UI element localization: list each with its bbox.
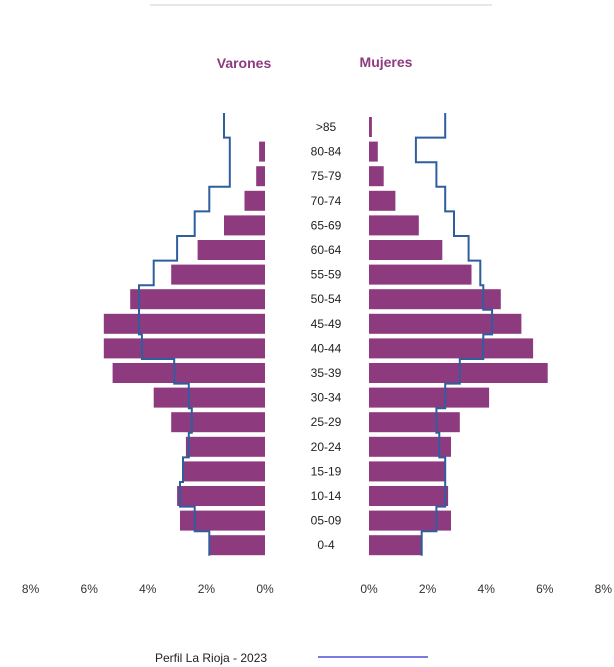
bars-group bbox=[103, 117, 548, 556]
male-bar bbox=[171, 412, 265, 433]
age-group-label: 15-19 bbox=[311, 464, 342, 478]
x-tick-left: 2% bbox=[198, 582, 216, 596]
female-profile-line bbox=[414, 113, 494, 556]
age-group-label: 30-34 bbox=[311, 391, 342, 405]
x-tick-left: 6% bbox=[81, 582, 99, 596]
age-group-label: 0-4 bbox=[317, 538, 335, 552]
male-bar bbox=[103, 313, 265, 334]
male-bar bbox=[185, 436, 265, 457]
male-bar bbox=[197, 240, 265, 260]
axis-ticks-group: 8% 6% 4% 2% 0% 0% 2% 4% 6% 8% bbox=[22, 582, 612, 596]
age-group-label: 55-59 bbox=[311, 268, 342, 282]
age-group-label: 45-49 bbox=[311, 317, 342, 331]
age-group-label: 10-14 bbox=[311, 489, 342, 503]
age-group-label: 25-29 bbox=[311, 415, 342, 429]
female-bar bbox=[369, 190, 396, 211]
age-group-label: 20-24 bbox=[311, 440, 342, 454]
male-profile-line bbox=[138, 113, 231, 556]
female-bar bbox=[369, 313, 522, 334]
male-bar bbox=[130, 289, 265, 310]
age-labels-group: >85 80-84 75-79 70-74 65-69 60-64 55-59 50-54 45… bbox=[311, 120, 342, 552]
male-bar bbox=[183, 461, 265, 482]
male-bar bbox=[103, 338, 265, 359]
female-bar bbox=[369, 141, 378, 162]
x-tick-right: 6% bbox=[536, 582, 554, 596]
age-group-label: 65-69 bbox=[311, 218, 342, 232]
female-bar bbox=[369, 387, 490, 408]
age-group-label: >85 bbox=[316, 120, 337, 134]
female-bar bbox=[369, 215, 419, 236]
male-bar bbox=[153, 387, 265, 408]
male-bar bbox=[171, 264, 265, 285]
x-tick-right: 4% bbox=[478, 582, 496, 596]
male-bar bbox=[256, 166, 265, 187]
female-bar bbox=[369, 486, 449, 506]
female-bar bbox=[369, 436, 451, 457]
profile-lines-group bbox=[138, 113, 494, 556]
age-group-label: 80-84 bbox=[311, 145, 342, 159]
age-group-label: 40-44 bbox=[311, 341, 342, 355]
male-bar bbox=[259, 141, 265, 162]
female-bar bbox=[369, 289, 501, 310]
female-bar bbox=[369, 461, 446, 482]
age-group-label: 75-79 bbox=[311, 169, 342, 183]
male-bar bbox=[177, 486, 265, 506]
female-bar bbox=[369, 535, 422, 556]
x-tick-right: 0% bbox=[360, 582, 378, 596]
x-tick-right: 8% bbox=[595, 582, 613, 596]
female-bar bbox=[369, 166, 384, 187]
male-bar bbox=[112, 363, 265, 383]
x-tick-right: 2% bbox=[419, 582, 437, 596]
female-bar bbox=[369, 412, 460, 433]
female-bar bbox=[369, 510, 451, 531]
x-tick-left: 0% bbox=[256, 582, 274, 596]
right-title: Mujeres bbox=[360, 54, 413, 70]
female-bar bbox=[369, 117, 372, 137]
age-group-label: 50-54 bbox=[311, 292, 342, 306]
legend-label: Perfil La Rioja - 2023 bbox=[155, 651, 267, 665]
female-bar bbox=[369, 240, 443, 260]
age-group-label: 05-09 bbox=[311, 514, 342, 528]
female-bar bbox=[369, 264, 472, 285]
female-bar bbox=[369, 338, 534, 359]
age-group-label: 70-74 bbox=[311, 194, 342, 208]
left-title: Varones bbox=[217, 55, 272, 71]
male-bar bbox=[224, 215, 265, 236]
age-group-label: 60-64 bbox=[311, 243, 342, 257]
female-bar bbox=[369, 363, 548, 383]
male-bar bbox=[244, 190, 265, 211]
age-group-label: 35-39 bbox=[311, 366, 342, 380]
x-tick-left: 8% bbox=[22, 582, 40, 596]
male-bar bbox=[209, 535, 265, 556]
male-bar bbox=[180, 510, 265, 531]
x-tick-left: 4% bbox=[139, 582, 157, 596]
